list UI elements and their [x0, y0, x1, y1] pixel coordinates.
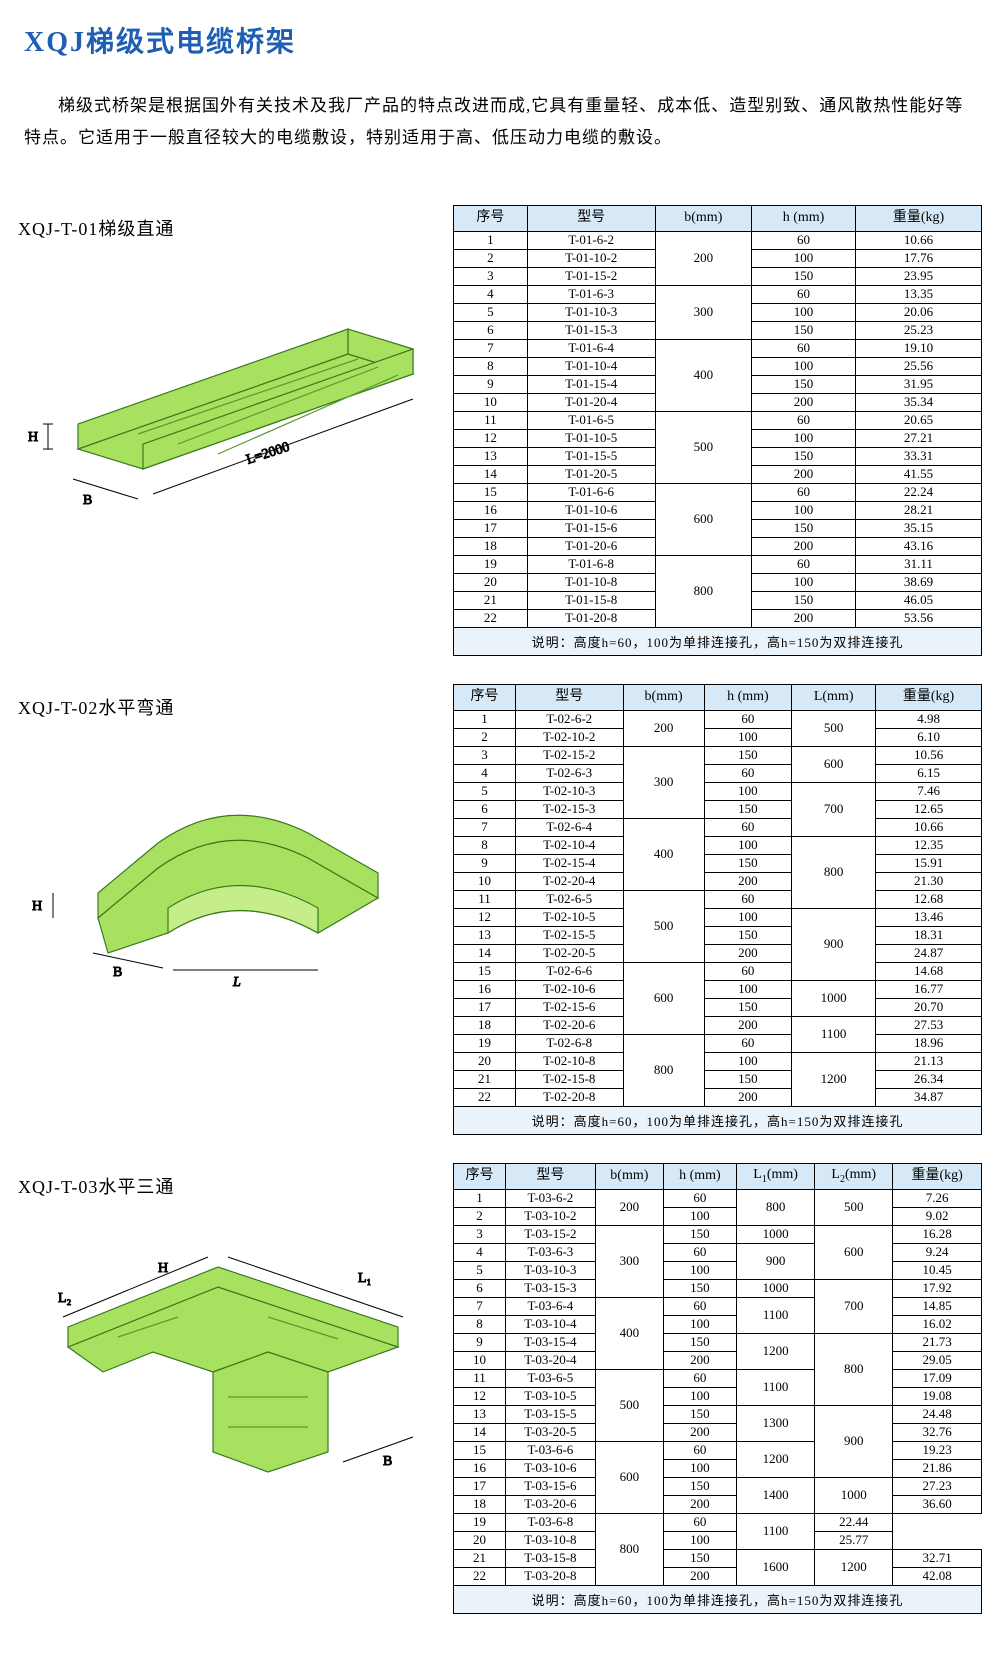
diagram-t02: H B L [18, 738, 438, 998]
section-t02: XQJ-T-02水平弯通 H B L 序号型号b(mm [18, 684, 982, 1135]
table-row: 11T-01-6-55006020.65 [454, 411, 982, 429]
svg-text:H: H [28, 430, 38, 445]
table-row: 21T-02-15-815026.34 [454, 1070, 982, 1088]
table-note-t02: 说明：高度h=60，100为单排连接孔，高h=150为双排连接孔 [453, 1107, 982, 1135]
col-header: L(mm) [792, 684, 876, 710]
table-row: 2T-02-10-21006.10 [454, 728, 982, 746]
page-title: XQJ梯级式电缆桥架 [24, 20, 982, 60]
col-header: 型号 [505, 1163, 595, 1189]
svg-text:L₁: L₁ [358, 1271, 371, 1286]
col-header: h (mm) [751, 205, 855, 231]
table-row: 14T-02-20-520024.87 [454, 944, 982, 962]
svg-text:B: B [383, 1454, 392, 1469]
table-note-t01: 说明：高度h=60，100为单排连接孔，高h=150为双排连接孔 [453, 628, 982, 656]
table-row: 11T-02-6-55006012.68 [454, 890, 982, 908]
table-row: 19T-01-6-88006031.11 [454, 555, 982, 573]
table-row: 15T-02-6-66006014.68 [454, 962, 982, 980]
col-header: 重量(kg) [876, 684, 982, 710]
table-row: 7T-01-6-44006019.10 [454, 339, 982, 357]
table-row: 2T-03-10-21009.02 [454, 1207, 982, 1225]
table-row: 7T-03-6-440060110014.85 [454, 1297, 982, 1315]
table-row: 10T-03-20-420029.05 [454, 1351, 982, 1369]
table-t03: 序号型号b(mm)h (mm)L1(mm)L2(mm)重量(kg) 1T-03-… [453, 1163, 982, 1586]
svg-text:L₂: L₂ [58, 1291, 72, 1306]
table-row: 1T-02-6-2200605004.98 [454, 710, 982, 728]
section-label-t02: XQJ-T-02水平弯通 [18, 694, 438, 720]
table-t01: 序号型号b(mm)h (mm)重量(kg) 1T-01-6-22006010.6… [453, 205, 982, 628]
svg-text:H: H [32, 899, 42, 914]
table-row: 7T-02-6-44006010.66 [454, 818, 982, 836]
col-header: 序号 [454, 1163, 506, 1189]
table-row: 9T-02-15-415015.91 [454, 854, 982, 872]
table-row: 12T-02-10-510090013.46 [454, 908, 982, 926]
col-header: b(mm) [595, 1163, 663, 1189]
col-header: 型号 [516, 684, 624, 710]
section-label-t03: XQJ-T-03水平三通 [18, 1173, 438, 1199]
table-row: 17T-03-15-61501400100027.23 [454, 1477, 982, 1495]
table-row: 5T-03-10-310010.45 [454, 1261, 982, 1279]
table-row: 1T-03-6-2200608005007.26 [454, 1189, 982, 1207]
intro-text: 梯级式桥架是根据国外有关技术及我厂产品的特点改进而成,它具有重量轻、成本低、造型… [24, 90, 976, 155]
col-header: h (mm) [663, 1163, 736, 1189]
col-header: 重量(kg) [893, 1163, 982, 1189]
table-row: 20T-02-10-8100120021.13 [454, 1052, 982, 1070]
section-label-t01: XQJ-T-01梯级直通 [18, 215, 438, 241]
table-row: 1T-01-6-22006010.66 [454, 231, 982, 249]
table-row: 21T-03-15-81501600120032.71 [454, 1549, 982, 1567]
table-row: 18T-03-20-620036.60 [454, 1495, 982, 1513]
table-row: 8T-02-10-410080012.35 [454, 836, 982, 854]
col-header: 序号 [454, 205, 528, 231]
table-row: 10T-02-20-420021.30 [454, 872, 982, 890]
table-row: 22T-03-20-820042.08 [454, 1567, 982, 1585]
section-t03: XQJ-T-03水平三通 H L₂ L₁ [18, 1163, 982, 1614]
svg-text:B: B [83, 493, 92, 508]
table-row: 11T-03-6-550060110017.09 [454, 1369, 982, 1387]
col-header: b(mm) [655, 205, 751, 231]
table-row: 4T-01-6-33006013.35 [454, 285, 982, 303]
table-row: 9T-03-15-4150120080021.73 [454, 1333, 982, 1351]
section-t01: XQJ-T-01梯级直通 H B [18, 205, 982, 656]
table-row: 14T-03-20-520032.76 [454, 1423, 982, 1441]
table-row: 19T-03-6-880060110022.44 [454, 1513, 982, 1531]
table-row: 22T-02-20-820034.87 [454, 1088, 982, 1106]
table-row: 5T-02-10-31007007.46 [454, 782, 982, 800]
svg-text:L=2000: L=2000 [245, 439, 292, 467]
table-row: 3T-03-15-2300150100060016.28 [454, 1225, 982, 1243]
table-row: 17T-02-15-615020.70 [454, 998, 982, 1016]
table-row: 18T-02-20-6200110027.53 [454, 1016, 982, 1034]
table-row: 4T-03-6-3609009.24 [454, 1243, 982, 1261]
table-row: 15T-03-6-660060120019.23 [454, 1441, 982, 1459]
col-header: L1(mm) [737, 1163, 815, 1189]
table-row: 15T-01-6-66006022.24 [454, 483, 982, 501]
table-row: 13T-03-15-5150130090024.48 [454, 1405, 982, 1423]
table-row: 8T-03-10-410016.02 [454, 1315, 982, 1333]
table-row: 16T-03-10-610021.86 [454, 1459, 982, 1477]
col-header: 序号 [454, 684, 516, 710]
col-header: L2(mm) [815, 1163, 893, 1189]
table-row: 3T-02-15-230015060010.56 [454, 746, 982, 764]
table-row: 13T-02-15-515018.31 [454, 926, 982, 944]
svg-text:L: L [232, 975, 241, 990]
table-note-t03: 说明：高度h=60，100为单排连接孔，高h=150为双排连接孔 [453, 1586, 982, 1614]
table-row: 4T-02-6-3606.15 [454, 764, 982, 782]
diagram-t03: H L₂ L₁ B [18, 1217, 438, 1477]
table-row: 19T-02-6-88006018.96 [454, 1034, 982, 1052]
svg-text:B: B [113, 965, 122, 980]
table-row: 6T-03-15-3150100070017.92 [454, 1279, 982, 1297]
table-row: 16T-02-10-6100100016.77 [454, 980, 982, 998]
col-header: b(mm) [623, 684, 704, 710]
table-t02: 序号型号b(mm)h (mm)L(mm)重量(kg) 1T-02-6-22006… [453, 684, 982, 1107]
table-row: 20T-03-10-810025.77 [454, 1531, 982, 1549]
col-header: 型号 [527, 205, 655, 231]
diagram-t01: H B L=2000 [18, 259, 438, 519]
table-row: 6T-02-15-315012.65 [454, 800, 982, 818]
table-row: 12T-03-10-510019.08 [454, 1387, 982, 1405]
col-header: 重量(kg) [856, 205, 982, 231]
col-header: h (mm) [704, 684, 792, 710]
